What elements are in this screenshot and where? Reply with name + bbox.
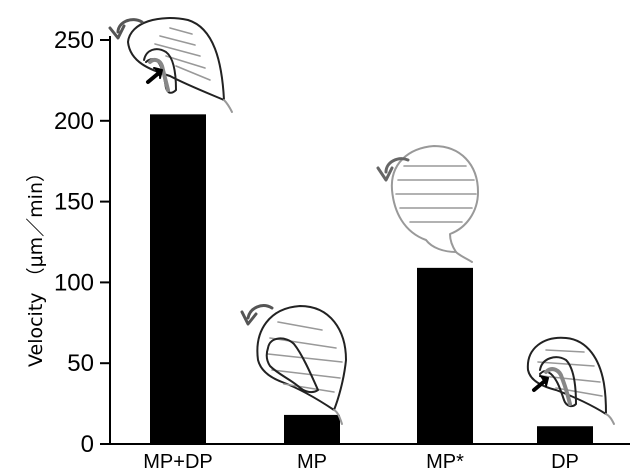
bar-mp	[417, 267, 473, 444]
bars	[150, 114, 593, 444]
x-axis-category-labels: MP+DP MP MP* DP	[143, 451, 579, 472]
y-tick-label: 0	[81, 431, 94, 458]
x-category-label: MP*	[426, 451, 464, 472]
cell-diagram-dp-icon	[526, 336, 615, 425]
bar-mp-dp	[150, 114, 206, 444]
x-category-label: MP	[297, 451, 327, 472]
x-category-label: DP	[551, 451, 579, 472]
y-tick-label: 50	[67, 350, 94, 377]
cell-diagram-mp-icon	[240, 304, 347, 425]
y-axis-ticks: 0 50 100 150 200 250	[54, 27, 110, 458]
x-category-label: MP+DP	[143, 451, 212, 472]
y-axis-title: Velocity （μm／min）	[25, 163, 47, 367]
bar-mp	[284, 414, 340, 444]
y-tick-label: 100	[54, 269, 94, 296]
cell-diagram-mp-star-icon	[376, 145, 479, 263]
y-tick-label: 200	[54, 108, 94, 135]
cell-diagram-mp-dp-icon	[108, 17, 233, 113]
y-tick-label: 150	[54, 189, 94, 216]
y-tick-label: 250	[54, 27, 94, 54]
bar-dp	[537, 426, 593, 444]
